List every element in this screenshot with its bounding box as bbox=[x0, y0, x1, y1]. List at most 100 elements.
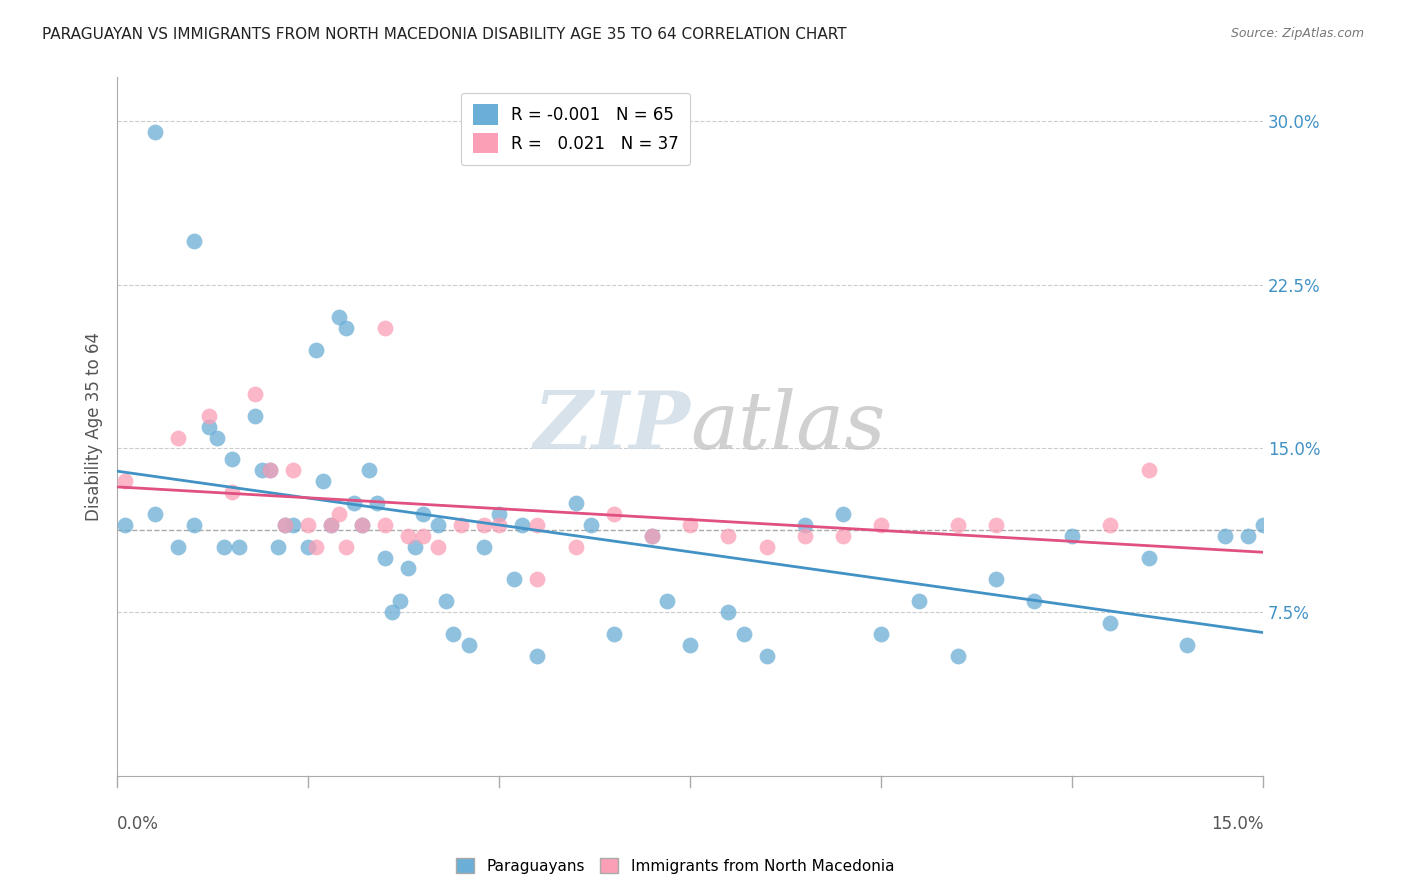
Point bbox=[305, 540, 328, 554]
Point bbox=[366, 496, 388, 510]
Point bbox=[1062, 529, 1084, 543]
Point bbox=[488, 517, 510, 532]
Text: 0.0%: 0.0% bbox=[117, 815, 159, 833]
Point bbox=[717, 605, 740, 619]
Point bbox=[183, 234, 205, 248]
Point bbox=[1175, 638, 1198, 652]
Point bbox=[441, 627, 464, 641]
Point bbox=[350, 517, 373, 532]
Point bbox=[374, 550, 396, 565]
Point bbox=[510, 517, 533, 532]
Point bbox=[427, 517, 450, 532]
Point bbox=[266, 540, 288, 554]
Point bbox=[297, 540, 319, 554]
Point bbox=[343, 496, 366, 510]
Point bbox=[221, 452, 243, 467]
Point bbox=[145, 507, 167, 521]
Point bbox=[404, 540, 426, 554]
Point bbox=[564, 496, 586, 510]
Point bbox=[457, 638, 479, 652]
Point bbox=[396, 529, 419, 543]
Point bbox=[412, 529, 434, 543]
Point bbox=[328, 310, 350, 325]
Point bbox=[1213, 529, 1236, 543]
Point bbox=[167, 430, 190, 444]
Point bbox=[328, 507, 350, 521]
Point bbox=[870, 627, 893, 641]
Point bbox=[641, 529, 664, 543]
Point bbox=[359, 463, 381, 477]
Point bbox=[114, 474, 136, 488]
Point bbox=[832, 507, 855, 521]
Point bbox=[946, 648, 969, 663]
Point bbox=[412, 507, 434, 521]
Point bbox=[526, 517, 548, 532]
Point bbox=[167, 540, 190, 554]
Point bbox=[1137, 550, 1160, 565]
Point bbox=[755, 648, 778, 663]
Point bbox=[183, 517, 205, 532]
Point bbox=[679, 638, 702, 652]
Point bbox=[381, 605, 404, 619]
Point bbox=[1099, 517, 1122, 532]
Point bbox=[1099, 615, 1122, 630]
Point bbox=[243, 409, 266, 423]
Point bbox=[793, 517, 815, 532]
Point bbox=[984, 517, 1007, 532]
Point bbox=[252, 463, 274, 477]
Point bbox=[526, 648, 548, 663]
Legend: R = -0.001   N = 65, R =   0.021   N = 37: R = -0.001 N = 65, R = 0.021 N = 37 bbox=[461, 93, 690, 165]
Point bbox=[212, 540, 235, 554]
Point bbox=[205, 430, 228, 444]
Point bbox=[297, 517, 319, 532]
Point bbox=[374, 517, 396, 532]
Point bbox=[321, 517, 343, 532]
Point bbox=[335, 321, 357, 335]
Point bbox=[488, 507, 510, 521]
Point bbox=[221, 485, 243, 500]
Point bbox=[679, 517, 702, 532]
Point bbox=[321, 517, 343, 532]
Point bbox=[564, 540, 586, 554]
Point bbox=[281, 517, 304, 532]
Point bbox=[603, 627, 626, 641]
Point bbox=[793, 529, 815, 543]
Point bbox=[145, 125, 167, 139]
Point bbox=[755, 540, 778, 554]
Point bbox=[1022, 594, 1045, 608]
Point bbox=[427, 540, 450, 554]
Point bbox=[472, 540, 495, 554]
Point bbox=[243, 387, 266, 401]
Point bbox=[503, 573, 526, 587]
Point bbox=[434, 594, 457, 608]
Point bbox=[526, 573, 548, 587]
Text: atlas: atlas bbox=[690, 388, 886, 466]
Point bbox=[396, 561, 419, 575]
Point bbox=[450, 517, 472, 532]
Point bbox=[274, 517, 297, 532]
Point bbox=[259, 463, 281, 477]
Point bbox=[870, 517, 893, 532]
Point bbox=[733, 627, 755, 641]
Point bbox=[657, 594, 679, 608]
Point bbox=[1237, 529, 1260, 543]
Point bbox=[274, 517, 297, 532]
Y-axis label: Disability Age 35 to 64: Disability Age 35 to 64 bbox=[86, 332, 103, 521]
Text: 15.0%: 15.0% bbox=[1211, 815, 1263, 833]
Point bbox=[374, 321, 396, 335]
Point bbox=[908, 594, 931, 608]
Point bbox=[114, 517, 136, 532]
Point bbox=[984, 573, 1007, 587]
Point bbox=[259, 463, 281, 477]
Point bbox=[1251, 517, 1274, 532]
Point bbox=[641, 529, 664, 543]
Text: Source: ZipAtlas.com: Source: ZipAtlas.com bbox=[1230, 27, 1364, 40]
Point bbox=[335, 540, 357, 554]
Point bbox=[832, 529, 855, 543]
Point bbox=[388, 594, 411, 608]
Point bbox=[312, 474, 335, 488]
Point bbox=[1137, 463, 1160, 477]
Point bbox=[305, 343, 328, 358]
Point bbox=[198, 409, 221, 423]
Legend: Paraguayans, Immigrants from North Macedonia: Paraguayans, Immigrants from North Maced… bbox=[450, 852, 900, 880]
